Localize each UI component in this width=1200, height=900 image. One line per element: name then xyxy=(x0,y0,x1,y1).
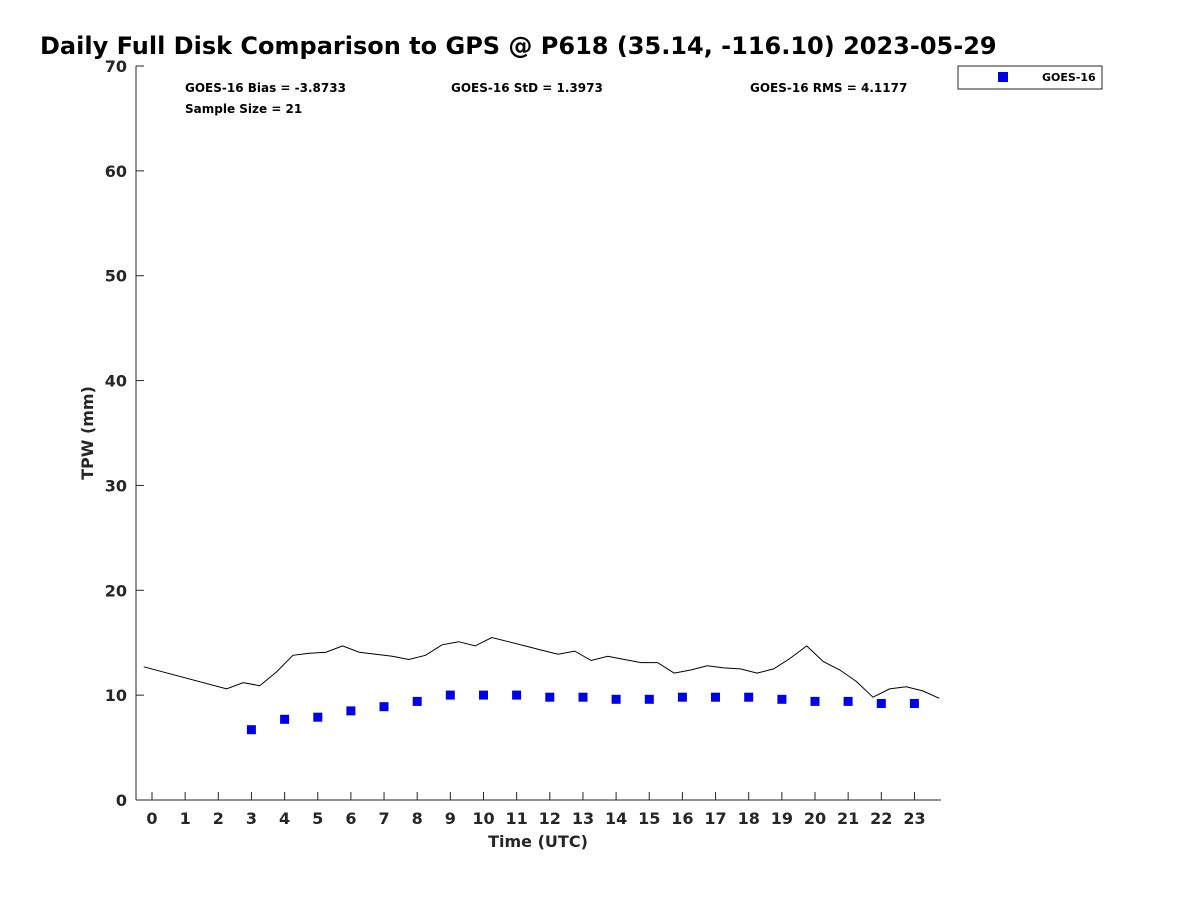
y-tick-label: 0 xyxy=(116,791,127,810)
x-tick-label: 2 xyxy=(213,809,224,828)
goes16-point xyxy=(843,696,853,706)
x-tick-label: 12 xyxy=(539,809,561,828)
goes16-point xyxy=(313,712,323,722)
goes16-point xyxy=(246,725,256,735)
goes16-point xyxy=(346,706,356,716)
stat-sample-size: Sample Size = 21 xyxy=(185,102,302,116)
x-tick-label: 21 xyxy=(837,809,859,828)
chart-title: Daily Full Disk Comparison to GPS @ P618… xyxy=(40,32,997,60)
x-tick-label: 15 xyxy=(638,809,660,828)
y-tick-label: 50 xyxy=(105,267,127,286)
x-axis-ticks: 0 1 2 3 4 5 6 7 8 9 10 11 12 13 14 15 16 17 18 19 20 21 22 23 xyxy=(146,792,926,828)
x-tick-label: 3 xyxy=(246,809,257,828)
y-axis-ticks: 0 10 20 30 40 50 60 70 xyxy=(105,57,144,810)
goes16-point xyxy=(412,696,422,706)
x-tick-label: 4 xyxy=(279,809,290,828)
y-tick-label: 70 xyxy=(105,57,127,76)
goes16-point xyxy=(711,692,720,702)
x-tick-label: 10 xyxy=(472,809,494,828)
x-tick-label: 19 xyxy=(771,809,793,828)
goes16-marker-series xyxy=(246,690,919,735)
x-tick-label: 11 xyxy=(506,809,528,828)
x-tick-label: 17 xyxy=(704,809,726,828)
x-tick-label: 18 xyxy=(738,809,760,828)
goes16-point xyxy=(578,692,588,702)
legend-marker-goes16 xyxy=(998,72,1008,82)
y-tick-label: 10 xyxy=(105,686,127,705)
goes16-point xyxy=(876,699,886,708)
y-tick-label: 40 xyxy=(105,372,127,391)
legend-label-goes16: GOES-16 xyxy=(1042,71,1096,84)
goes16-point xyxy=(445,690,455,700)
x-tick-label: 8 xyxy=(412,809,423,828)
x-tick-label: 23 xyxy=(903,809,925,828)
legend: GOES-16 xyxy=(957,65,1103,90)
goes16-point xyxy=(677,692,687,702)
goes16-point xyxy=(810,696,820,706)
y-tick-label: 30 xyxy=(105,476,127,495)
x-axis-label: Time (UTC) xyxy=(488,832,588,851)
goes16-point xyxy=(777,694,787,704)
gps-line-series xyxy=(143,636,940,699)
goes16-point xyxy=(744,692,754,702)
x-tick-label: 6 xyxy=(345,809,356,828)
stat-std: GOES-16 StD = 1.3973 xyxy=(451,81,603,95)
goes16-point xyxy=(512,690,522,700)
x-tick-label: 1 xyxy=(180,809,191,828)
goes16-point xyxy=(909,699,919,708)
x-tick-label: 14 xyxy=(605,809,627,828)
axes xyxy=(135,66,941,801)
x-tick-label: 9 xyxy=(445,809,456,828)
legend-box xyxy=(957,65,1103,90)
x-tick-label: 20 xyxy=(804,809,826,828)
gps-tpw-line xyxy=(143,636,940,699)
x-tick-label: 13 xyxy=(572,809,594,828)
goes16-point xyxy=(280,714,290,724)
x-tick-label: 7 xyxy=(378,809,389,828)
goes16-point xyxy=(545,692,555,702)
goes16-point xyxy=(644,694,654,704)
goes16-point xyxy=(479,690,488,700)
x-tick-label: 16 xyxy=(671,809,693,828)
y-tick-label: 60 xyxy=(105,162,127,181)
stat-bias: GOES-16 Bias = -3.8733 xyxy=(185,81,346,95)
x-tick-label: 0 xyxy=(146,809,157,828)
goes16-point xyxy=(611,694,621,704)
goes16-point xyxy=(379,702,389,712)
y-tick-label: 20 xyxy=(105,581,127,600)
x-tick-label: 5 xyxy=(312,809,323,828)
x-tick-label: 22 xyxy=(870,809,892,828)
stat-rms: GOES-16 RMS = 4.1177 xyxy=(750,81,907,95)
y-axis-label: TPW (mm) xyxy=(78,386,97,480)
